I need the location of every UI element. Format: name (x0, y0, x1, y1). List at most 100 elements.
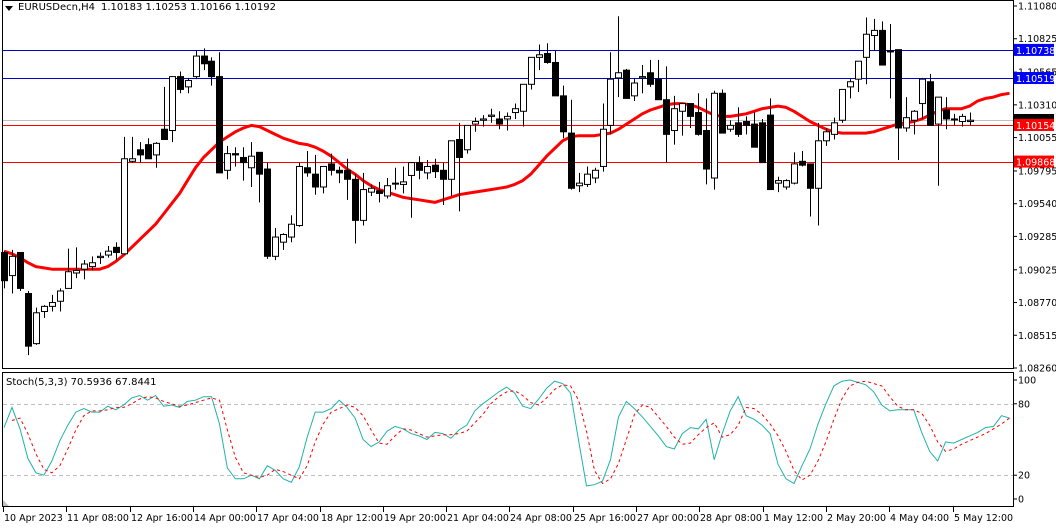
candle[interactable] (272, 228, 279, 261)
candle[interactable] (392, 167, 399, 190)
candle[interactable] (456, 122, 463, 212)
candle[interactable] (951, 113, 958, 126)
candle[interactable] (807, 163, 814, 217)
candle[interactable] (647, 59, 654, 87)
candle[interactable] (328, 153, 335, 176)
candle[interactable] (791, 152, 798, 185)
candle[interactable] (400, 166, 407, 194)
candle[interactable] (352, 174, 359, 244)
candle[interactable] (344, 158, 351, 200)
candle[interactable] (153, 142, 160, 168)
candle[interactable] (607, 52, 614, 135)
candle[interactable] (743, 116, 750, 135)
candle[interactable] (248, 142, 255, 187)
candle[interactable] (288, 215, 295, 243)
candle[interactable] (847, 79, 854, 99)
candle[interactable] (368, 184, 375, 196)
candle[interactable] (360, 172, 367, 226)
triangle-down-icon[interactable] (5, 5, 13, 11)
candle[interactable] (216, 52, 223, 174)
candle[interactable] (544, 43, 551, 64)
candle[interactable] (201, 48, 208, 71)
candle[interactable] (232, 147, 239, 167)
candle[interactable] (137, 142, 144, 163)
candle[interactable] (384, 178, 391, 199)
candle[interactable] (935, 96, 942, 186)
candle[interactable] (496, 111, 503, 130)
candle[interactable] (9, 249, 16, 294)
candle[interactable] (703, 98, 710, 185)
candle[interactable] (911, 109, 918, 135)
candle[interactable] (879, 21, 886, 66)
candle[interactable] (320, 165, 327, 194)
candle[interactable] (568, 99, 575, 190)
candle[interactable] (512, 103, 519, 119)
candle[interactable] (815, 122, 822, 226)
candle[interactable] (919, 77, 926, 119)
candle[interactable] (17, 251, 24, 291)
candle[interactable] (623, 68, 630, 99)
candle[interactable] (552, 50, 559, 97)
candle[interactable] (895, 49, 902, 161)
candle[interactable] (57, 288, 64, 312)
candle[interactable] (799, 151, 806, 167)
candle[interactable] (240, 147, 247, 181)
candle[interactable] (97, 252, 104, 265)
candle[interactable] (871, 18, 878, 51)
candle[interactable] (759, 118, 766, 164)
candle[interactable] (408, 162, 415, 218)
candle[interactable] (336, 166, 343, 184)
candle[interactable] (663, 66, 670, 163)
candle[interactable] (536, 44, 543, 71)
candle[interactable] (65, 248, 72, 289)
candle[interactable] (464, 124, 471, 154)
candle[interactable] (448, 140, 455, 196)
candle[interactable] (161, 86, 168, 141)
candle[interactable] (823, 127, 830, 146)
candle[interactable] (312, 154, 319, 195)
candle[interactable] (472, 117, 479, 132)
candle[interactable] (145, 138, 152, 160)
candle[interactable] (560, 85, 567, 139)
candle[interactable] (208, 57, 215, 86)
candle[interactable] (440, 162, 447, 205)
candle[interactable] (224, 145, 231, 180)
candle[interactable] (631, 77, 638, 101)
price-panel[interactable] (2, 0, 1014, 369)
candle[interactable] (775, 176, 782, 193)
candle[interactable] (831, 117, 838, 140)
candle[interactable] (41, 305, 48, 318)
candle[interactable] (695, 93, 702, 136)
candle[interactable] (33, 307, 40, 345)
candle[interactable] (943, 97, 950, 130)
candle[interactable] (304, 151, 311, 177)
candle[interactable] (81, 260, 88, 280)
candle[interactable] (280, 233, 287, 250)
candle[interactable] (129, 136, 136, 163)
candle[interactable] (488, 108, 495, 123)
candle[interactable] (711, 90, 718, 190)
candle[interactable] (177, 71, 184, 94)
candle[interactable] (735, 107, 742, 137)
candle[interactable] (751, 112, 758, 148)
candle[interactable] (615, 16, 622, 98)
candlestick-series[interactable] (1, 16, 974, 356)
candle[interactable] (49, 294, 56, 312)
candle[interactable] (105, 246, 112, 258)
stochastic-panel[interactable] (2, 372, 1014, 507)
candle[interactable] (256, 151, 263, 203)
candle[interactable] (113, 242, 120, 261)
candle[interactable] (1, 251, 8, 289)
candle[interactable] (687, 103, 694, 128)
candle[interactable] (679, 103, 686, 136)
candle[interactable] (927, 74, 934, 126)
candle[interactable] (639, 65, 646, 94)
candle[interactable] (89, 256, 96, 271)
candle[interactable] (903, 97, 910, 132)
candle[interactable] (671, 95, 678, 145)
candle[interactable] (25, 290, 32, 356)
candle[interactable] (719, 89, 726, 134)
candle[interactable] (480, 115, 487, 127)
candle[interactable] (727, 120, 734, 132)
